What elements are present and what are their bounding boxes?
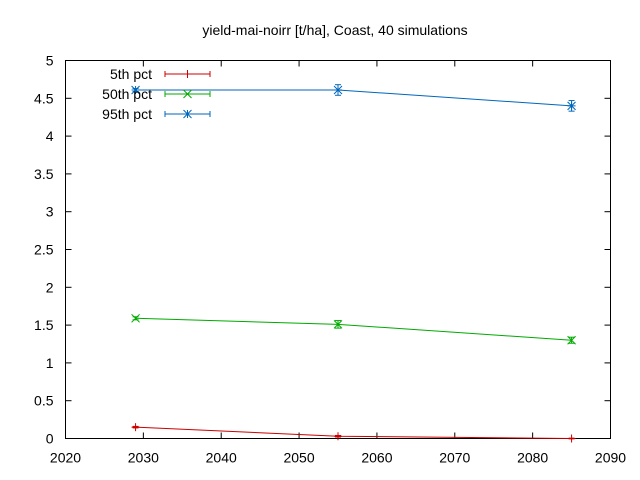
marker-stroke — [131, 85, 140, 95]
data-point — [567, 101, 576, 111]
data-point — [131, 313, 140, 323]
y-tick-label: 3 — [46, 204, 54, 220]
x-tick-label: 2030 — [128, 450, 159, 466]
y-axis: 0 0.5 1 1.5 2 2.5 3 3.5 4 4.5 5 — [34, 53, 611, 447]
y-tick-label: 0.5 — [34, 393, 54, 409]
chart-title: yield-mai-noirr [t/ha], Coast, 40 simula… — [202, 22, 467, 38]
series-1 — [131, 423, 576, 443]
legend-marker — [183, 70, 192, 78]
y-tick-label: 0 — [46, 431, 54, 447]
series-3 — [131, 84, 576, 112]
data-point — [131, 423, 140, 432]
marker-stroke — [333, 85, 343, 95]
marker-stroke — [183, 109, 192, 119]
data-point — [334, 432, 342, 441]
y-tick-label: 3.5 — [34, 166, 54, 182]
x-tick-label: 2020 — [50, 450, 81, 466]
legend-entry: 5th pct — [110, 66, 211, 82]
data-point — [333, 319, 343, 329]
legend-entry: 95th pct — [102, 106, 211, 122]
x-tick-label: 2050 — [283, 450, 314, 466]
x-tick-label: 2040 — [206, 450, 237, 466]
data-point — [567, 335, 576, 345]
marker-stroke — [131, 313, 140, 323]
y-tick-label: 2 — [46, 279, 54, 295]
legend: 5th pct 50th pct 95th pct — [102, 66, 211, 122]
y-tick-label: 2.5 — [34, 242, 54, 258]
legend-marker — [183, 89, 192, 99]
x-tick-label: 2080 — [517, 450, 548, 466]
legend-label: 5th pct — [110, 66, 152, 82]
series-line — [135, 426, 572, 439]
marker-stroke — [183, 89, 192, 99]
data-point — [131, 85, 140, 95]
series-line — [135, 89, 572, 107]
y-tick-label: 4.5 — [34, 90, 54, 106]
y-tick-label: 1 — [46, 355, 54, 371]
x-tick-label: 2070 — [439, 450, 470, 466]
legend-label: 95th pct — [102, 106, 152, 122]
series-line — [135, 317, 572, 341]
marker-stroke — [567, 101, 576, 111]
legend-label: 50th pct — [102, 86, 152, 102]
marker-stroke — [333, 319, 343, 329]
x-axis: 2020 2030 2040 2050 2060 2070 2080 2090 — [50, 60, 626, 466]
x-tick-label: 2060 — [361, 450, 392, 466]
y-tick-label: 5 — [46, 53, 54, 69]
marker-stroke — [567, 335, 576, 345]
series-layer — [131, 84, 576, 443]
y-tick-label: 4 — [46, 128, 54, 144]
y-tick-label: 1.5 — [34, 317, 54, 333]
legend-marker — [183, 109, 192, 119]
x-tick-label: 2090 — [595, 450, 626, 466]
data-point — [333, 85, 343, 95]
legend-entry: 50th pct — [102, 86, 211, 102]
series-2 — [131, 313, 576, 345]
data-point — [567, 434, 576, 443]
